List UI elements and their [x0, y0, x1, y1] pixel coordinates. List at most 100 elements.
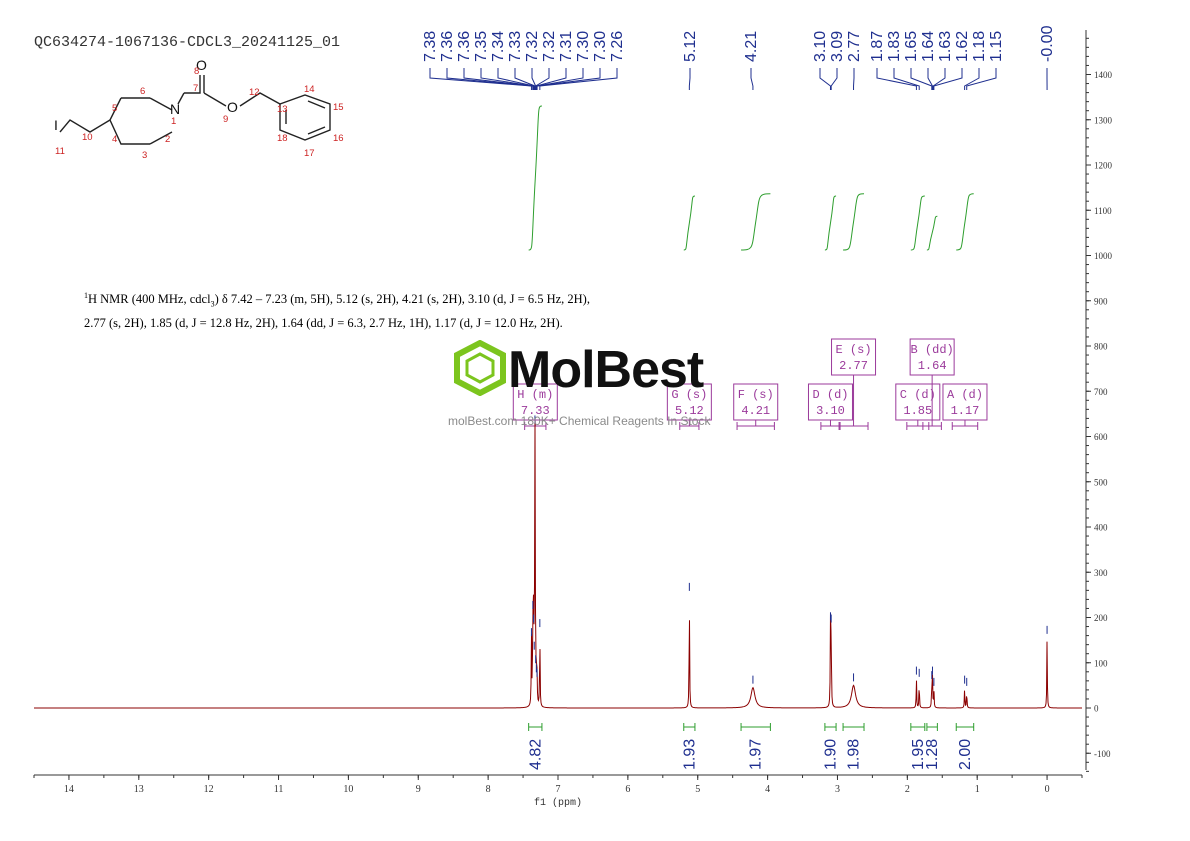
peak-label: 7.36	[456, 31, 473, 62]
atom-number-12: 12	[249, 87, 260, 98]
atom-number-13: 13	[277, 104, 288, 115]
x-tick-label: 10	[343, 784, 353, 795]
atom-number-14: 14	[304, 84, 315, 95]
molecule-structure	[59, 75, 331, 145]
x-tick-label: 11	[274, 784, 284, 795]
atom-number-15: 15	[333, 102, 344, 113]
peak-connector	[927, 68, 933, 90]
multiplet-annotations: H (m) 7.33 G (s) 5.12 F (s) 4.21 D (d) 3.10 E (s…	[512, 338, 988, 430]
y-tick-label: 500	[1094, 477, 1108, 487]
integral-value: 1.90	[822, 739, 839, 770]
x-tick-label: 4	[765, 784, 770, 795]
y-tick-label: 400	[1094, 523, 1108, 533]
nmr-summary-line2: 2.77 (s, 2H), 1.85 (d, J = 12.8 Hz, 2H),…	[84, 315, 563, 330]
x-tick-label: 5	[695, 784, 700, 795]
peak-label: 1.63	[937, 31, 954, 62]
integral-curve	[528, 105, 542, 251]
x-axis: 14 13 12 11 10 9 8 7 6 5 4 3 2 1 0f1 (ppm)	[33, 774, 1083, 809]
multiplet-name: B (dd)	[911, 343, 954, 357]
peak-connector	[480, 68, 535, 90]
peak-label: 7.30	[575, 31, 592, 62]
y-axis: 1400130012001100100090080070060050040030…	[1085, 30, 1113, 772]
molbest-tagline: molBest.com 180K+ Chemical Reagents In S…	[448, 414, 711, 428]
peak-connector	[539, 68, 618, 90]
integral-curve	[926, 215, 938, 251]
molecule-atom-labels: N O O I	[54, 57, 238, 133]
peak-label: 2.77	[846, 31, 863, 62]
peak-pick-labels: 7.38 7.36 7.36 7.35 7.34 7.33 7.32 7.32 7.31 7.30…	[422, 25, 1056, 90]
atom-number-2: 2	[165, 134, 170, 145]
nmr-summary-sup: 1	[84, 291, 88, 300]
y-tick-label: 1300	[1094, 115, 1113, 125]
nmr-summary-line1: ) δ 7.42 – 7.23 (m, 5H), 5.12 (s, 2H), 4…	[214, 292, 590, 307]
peak-connector	[964, 68, 980, 90]
peak-label: 7.35	[473, 31, 490, 62]
multiplet-name: C (d)	[900, 388, 936, 402]
integral-curve	[956, 193, 974, 251]
y-tick-label: 200	[1094, 613, 1108, 623]
multiplet-shift: 1.64	[918, 359, 947, 373]
integral-value: 4.82	[527, 739, 544, 770]
y-tick-label: 1100	[1094, 206, 1112, 216]
atom-number-11: 11	[55, 146, 65, 157]
spectrum-line	[34, 418, 1082, 709]
multiplet-shift: 5.12	[675, 404, 704, 418]
integral-value: 1.97	[748, 739, 765, 770]
x-tick-label: 0	[1045, 784, 1050, 795]
multiplet-shift: 3.10	[816, 404, 845, 418]
atom-number-4: 4	[112, 134, 117, 145]
peak-connector	[497, 68, 535, 90]
benzene-logo-icon	[454, 339, 506, 397]
peak-label: 7.30	[592, 31, 609, 62]
multiplet-name: F (s)	[738, 388, 774, 402]
integral-curve	[683, 195, 695, 251]
integral-curve	[824, 195, 837, 251]
multiplet-name: A (d)	[947, 388, 983, 402]
peak-label: 1.65	[903, 31, 920, 62]
x-tick-label: 14	[64, 784, 74, 795]
integral-curves	[528, 105, 974, 251]
atom-number-17: 17	[304, 148, 315, 159]
atom-number-1: 1	[171, 116, 176, 127]
peak-connector	[893, 68, 920, 90]
peak-connector	[830, 68, 838, 90]
peak-connector	[536, 68, 601, 90]
integral-curve	[910, 195, 925, 251]
peak-label: 7.32	[524, 31, 541, 62]
peak-label: 7.38	[422, 31, 439, 62]
peak-connector	[536, 68, 584, 90]
y-tick-label: 1400	[1094, 70, 1113, 80]
peak-label: 1.62	[954, 31, 971, 62]
integral-value: 1.95	[910, 739, 927, 770]
y-tick-label: 1000	[1094, 251, 1113, 261]
x-tick-label: 6	[625, 784, 630, 795]
peak-connector	[933, 68, 963, 90]
atom-number-5: 5	[112, 103, 117, 114]
molbest-brand-text: MolBest	[508, 341, 704, 399]
atom-number-6: 6	[140, 86, 145, 97]
y-tick-label: 1200	[1094, 161, 1113, 171]
y-tick-label: 600	[1094, 432, 1108, 442]
peak-label: 7.31	[558, 31, 575, 62]
multiplet-shift: 1.85	[903, 404, 932, 418]
multiplet-name: D (d)	[812, 388, 848, 402]
x-tick-label: 8	[486, 784, 491, 795]
peak-label: 7.33	[507, 31, 524, 62]
multiplet-name: G (s)	[671, 388, 707, 402]
spectrum-trace	[34, 415, 1082, 709]
peak-label: 1.64	[920, 31, 937, 62]
peak-connector	[535, 68, 567, 90]
atom-number-10: 10	[82, 132, 93, 143]
atom-number-3: 3	[142, 150, 147, 161]
integral-curve	[741, 193, 771, 251]
y-tick-label: 100	[1094, 658, 1108, 668]
peak-connector	[910, 68, 933, 90]
peak-label: 5.12	[682, 31, 699, 62]
peak-label: 1.18	[971, 31, 988, 62]
atom-label-o-ester: O	[227, 99, 238, 115]
peak-label: 4.21	[743, 31, 760, 62]
multiplet-shift: 4.21	[741, 404, 770, 418]
atom-number-18: 18	[277, 133, 288, 144]
y-tick-label: 900	[1094, 296, 1108, 306]
